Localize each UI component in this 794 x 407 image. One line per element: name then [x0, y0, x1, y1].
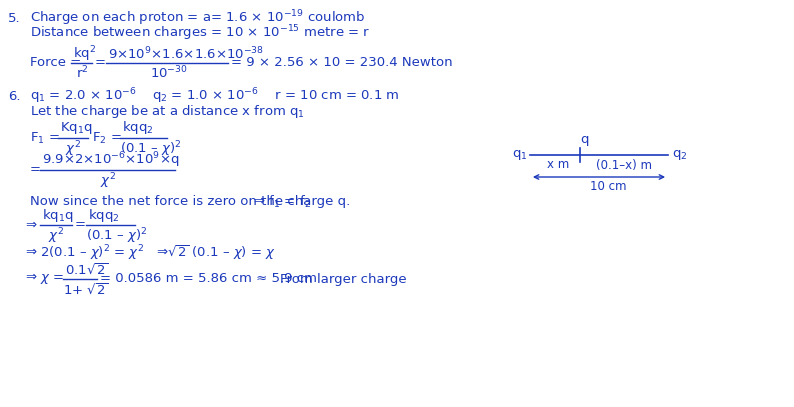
Text: =: =: [75, 219, 86, 232]
Text: kqq$_2$: kqq$_2$: [88, 206, 120, 223]
Text: From larger charge: From larger charge: [280, 273, 407, 285]
Text: F$_1$ =: F$_1$ =: [30, 131, 60, 146]
Text: 5.: 5.: [8, 11, 21, 24]
Text: q$_2$: q$_2$: [672, 148, 688, 162]
Text: x m: x m: [547, 158, 569, 171]
Text: r$^2$: r$^2$: [76, 65, 88, 81]
Text: = 9 × 2.56 × 10 = 230.4 Newton: = 9 × 2.56 × 10 = 230.4 Newton: [231, 57, 453, 70]
Text: q$_1$: q$_1$: [512, 148, 527, 162]
Text: kq$_1$q: kq$_1$q: [42, 206, 74, 223]
Text: =: =: [95, 57, 106, 70]
Text: ⇒ f$_1$ = f$_2$: ⇒ f$_1$ = f$_2$: [245, 194, 311, 210]
Text: 0.1$\sqrt{2}$: 0.1$\sqrt{2}$: [65, 263, 108, 278]
Text: $\chi^2$: $\chi^2$: [65, 139, 81, 159]
Text: 6.: 6.: [8, 90, 21, 103]
Text: (0.1 – $\chi$)$^2$: (0.1 – $\chi$)$^2$: [120, 139, 181, 159]
Text: $\chi^2$: $\chi^2$: [48, 226, 64, 246]
Text: =: =: [30, 164, 41, 177]
Text: q$_2$ = 1.0 × 10$^{-6}$    r = 10 cm = 0.1 m: q$_2$ = 1.0 × 10$^{-6}$ r = 10 cm = 0.1 …: [152, 86, 399, 106]
Text: Distance between charges = 10 × 10$^{-15}$ metre = r: Distance between charges = 10 × 10$^{-15…: [30, 23, 370, 43]
Text: kqq$_2$: kqq$_2$: [122, 120, 153, 136]
Text: 9×10$^9$×1.6×1.6×10$^{-38}$: 9×10$^9$×1.6×1.6×10$^{-38}$: [108, 46, 264, 62]
Text: ⇒ 2(0.1 – $\chi$)$^2$ = $\chi^2$   ⇒$\sqrt{2}$ (0.1 – $\chi$) = $\chi$: ⇒ 2(0.1 – $\chi$)$^2$ = $\chi^2$ ⇒$\sqrt…: [25, 243, 276, 263]
Text: 9.9×2×10$^{-6}$×10$^9$×q: 9.9×2×10$^{-6}$×10$^9$×q: [42, 150, 179, 170]
Text: $\chi^2$: $\chi^2$: [100, 171, 116, 191]
Text: Force =: Force =: [30, 57, 81, 70]
Text: 10$^{-30}$: 10$^{-30}$: [150, 65, 188, 81]
Text: kq$^2$: kq$^2$: [73, 44, 96, 64]
Text: Let the charge be at a distance x from q$_1$: Let the charge be at a distance x from q…: [30, 103, 305, 120]
Text: q$_1$ = 2.0 × 10$^{-6}$: q$_1$ = 2.0 × 10$^{-6}$: [30, 86, 137, 106]
Text: (0.1–x) m: (0.1–x) m: [596, 158, 652, 171]
Text: ⇒ $\chi$ =: ⇒ $\chi$ =: [25, 271, 64, 287]
Text: = 0.0586 m = 5.86 cm ≈ 5.9 cm: = 0.0586 m = 5.86 cm ≈ 5.9 cm: [100, 273, 317, 285]
Text: 10 cm: 10 cm: [590, 180, 626, 193]
Text: Charge on each proton = a= 1.6 × 10$^{-19}$ coulomb: Charge on each proton = a= 1.6 × 10$^{-1…: [30, 8, 365, 28]
Text: Now since the net force is zero on the charge q.: Now since the net force is zero on the c…: [30, 195, 350, 208]
Text: ⇒: ⇒: [25, 219, 36, 232]
Text: F$_2$ =: F$_2$ =: [92, 131, 121, 146]
Text: q: q: [580, 133, 588, 147]
Text: Kq$_1$q: Kq$_1$q: [60, 120, 93, 136]
Text: 1+ $\sqrt{2}$: 1+ $\sqrt{2}$: [63, 282, 109, 298]
Text: (0.1 – $\chi$)$^2$: (0.1 – $\chi$)$^2$: [86, 226, 148, 246]
